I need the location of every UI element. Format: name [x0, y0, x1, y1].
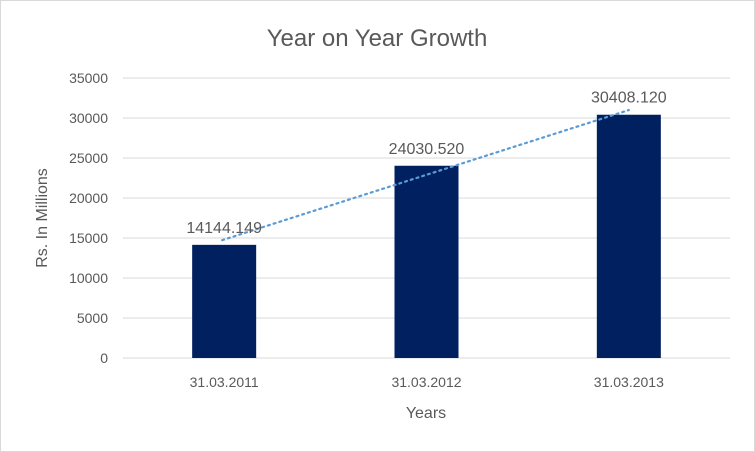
y-tick-label: 25000 [69, 150, 108, 166]
x-tick-label: 31.03.2013 [594, 374, 664, 390]
data-label: 24030.520 [389, 141, 465, 158]
y-tick-label: 20000 [69, 190, 108, 206]
bar [596, 114, 661, 358]
y-tick-label: 15000 [69, 230, 108, 246]
bar [394, 165, 459, 358]
x-tick-label: 31.03.2011 [190, 374, 259, 390]
bar [192, 244, 257, 358]
y-axis-label: Rs. In Millions [34, 168, 51, 268]
y-tick-label: 0 [100, 350, 108, 366]
trendline [221, 108, 630, 242]
data-label: 14144.149 [186, 220, 262, 237]
y-tick-label: 30000 [69, 110, 108, 126]
data-label: 30408.120 [591, 90, 667, 107]
y-tick-label: 5000 [77, 310, 108, 326]
x-tick-label: 31.03.2012 [391, 374, 461, 390]
y-tick-label: 35000 [69, 70, 108, 86]
y-tick-label: 10000 [69, 270, 108, 286]
chart-title: Year on Year Growth [267, 25, 488, 52]
x-axis-label: Years [406, 405, 446, 422]
